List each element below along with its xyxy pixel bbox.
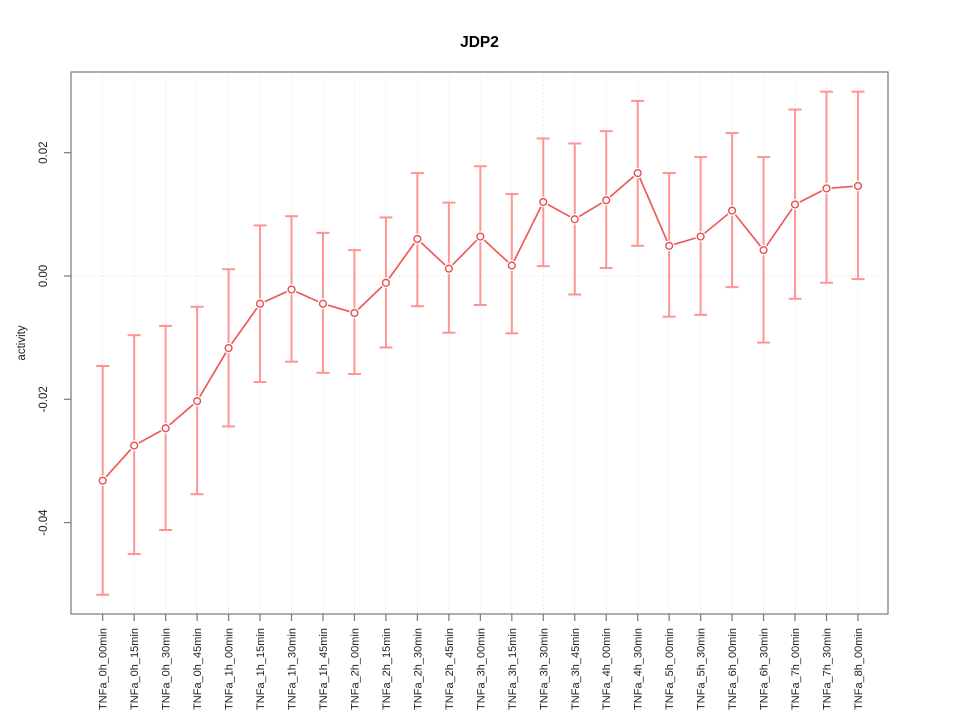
data-point: [98, 476, 107, 485]
y-axis-label: activity: [16, 325, 28, 360]
data-point: [318, 299, 328, 308]
error-bars: [96, 90, 865, 596]
x-tick-label: TNFa_4h_00min: [601, 628, 613, 710]
x-tick-label: TNFa_0h_45min: [192, 628, 204, 710]
x-tick-label: TNFa_3h_45min: [570, 628, 582, 710]
data-point: [602, 196, 611, 205]
plot-box: [70, 71, 889, 615]
data-point: [413, 234, 422, 244]
data-point: [444, 264, 453, 273]
data-point: [790, 200, 800, 209]
x-tick-label: TNFa_7h_00min: [790, 628, 802, 710]
data-point: [665, 241, 674, 250]
data-point: [350, 308, 359, 318]
x-tick-label: TNFa_5h_00min: [664, 628, 676, 710]
data-point: [381, 278, 391, 287]
y-tick-label: 0.02: [38, 142, 50, 164]
x-axis: TNFa_0h_00min TNFa_0h_15min TNFa_0h_30min T…: [98, 614, 865, 710]
x-tick-label: TNFa_1h_00min: [224, 628, 236, 710]
data-points: [97, 167, 864, 486]
data-point: [287, 285, 296, 294]
y-tick-label: 0.00: [38, 265, 50, 287]
x-tick-label: TNFa_8h_00min: [853, 628, 865, 710]
x-tick-label: TNFa_0h_30min: [161, 628, 173, 710]
x-tick-label: TNFa_2h_30min: [412, 628, 424, 710]
y-tick-label: -0.04: [38, 509, 50, 536]
data-point: [759, 246, 768, 255]
x-tick-label: TNFa_1h_30min: [287, 628, 299, 710]
data-point: [161, 424, 170, 433]
chart-title: JDP2: [460, 34, 499, 51]
data-point: [696, 232, 705, 241]
data-point: [570, 215, 579, 224]
data-point: [853, 181, 863, 191]
data-point: [130, 441, 139, 450]
data-point: [633, 168, 642, 178]
data-point: [727, 206, 737, 215]
x-tick-label: TNFa_2h_00min: [349, 628, 361, 710]
x-tick-label: TNFa_5h_30min: [696, 628, 708, 710]
data-point: [507, 261, 516, 270]
data-point: [822, 184, 831, 193]
data-point: [193, 397, 202, 406]
x-tick-label: TNFa_1h_45min: [318, 628, 330, 710]
x-tick-label: TNFa_0h_15min: [129, 628, 141, 710]
x-tick-label: TNFa_2h_45min: [444, 628, 456, 710]
data-point: [255, 299, 265, 308]
x-tick-label: TNFa_7h_30min: [822, 628, 834, 710]
x-tick-label: TNFa_3h_00min: [475, 628, 487, 710]
x-tick-label: TNFa_6h_00min: [727, 628, 739, 710]
y-axis: 0.02 0.00 -0.02 -0.04: [38, 142, 71, 536]
x-tick-label: TNFa_3h_15min: [507, 628, 519, 710]
data-point: [539, 197, 548, 207]
y-tick-label: -0.02: [38, 386, 50, 412]
x-tick-label: TNFa_4h_30min: [633, 628, 645, 710]
x-tick-label: TNFa_2h_15min: [381, 628, 393, 710]
x-tick-label: TNFa_6h_30min: [759, 628, 771, 710]
data-point: [476, 232, 485, 241]
x-tick-label: TNFa_3h_30min: [538, 628, 550, 710]
x-tick-label: TNFa_0h_00min: [98, 628, 110, 710]
data-point: [224, 344, 233, 353]
x-tick-label: TNFa_1h_15min: [255, 628, 267, 710]
